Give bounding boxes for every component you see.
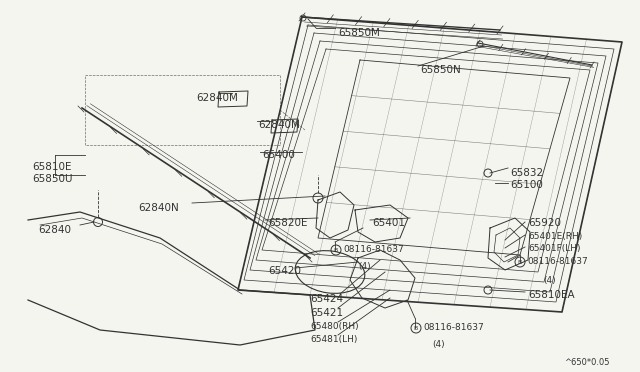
Text: 62840M: 62840M (196, 93, 238, 103)
Text: 65810E: 65810E (32, 162, 72, 172)
Text: 65850N: 65850N (420, 65, 461, 75)
Text: 65920: 65920 (528, 218, 561, 228)
Text: 65810EA: 65810EA (528, 290, 575, 300)
Text: 65100: 65100 (510, 180, 543, 190)
Text: 65401F(LH): 65401F(LH) (528, 244, 580, 253)
Text: 65820E: 65820E (268, 218, 307, 228)
Text: 65850M: 65850M (338, 28, 380, 38)
Text: 65480(RH): 65480(RH) (310, 322, 358, 331)
Text: 08116-81637: 08116-81637 (343, 246, 404, 254)
Text: (4): (4) (432, 340, 445, 349)
Text: 08116-81637: 08116-81637 (423, 324, 484, 333)
Text: 08116-81637: 08116-81637 (527, 257, 588, 266)
Text: B: B (414, 326, 418, 330)
Text: B: B (334, 247, 338, 253)
Text: 62840: 62840 (38, 225, 71, 235)
Text: 65420: 65420 (268, 266, 301, 276)
Text: B: B (518, 260, 522, 264)
Text: (4): (4) (358, 262, 371, 271)
Text: 62840N: 62840N (138, 203, 179, 213)
Text: 65401: 65401 (372, 218, 405, 228)
Text: (4): (4) (543, 276, 556, 285)
Text: 62840M: 62840M (258, 120, 300, 130)
Text: 65424: 65424 (310, 294, 343, 304)
Text: 65401E(RH): 65401E(RH) (528, 232, 582, 241)
Text: 65850U: 65850U (32, 174, 72, 184)
Text: 65832: 65832 (510, 168, 543, 178)
Text: 65421: 65421 (310, 308, 343, 318)
Text: 65400: 65400 (262, 150, 295, 160)
Text: ^650*0.05: ^650*0.05 (564, 358, 609, 367)
Text: 65481(LH): 65481(LH) (310, 335, 357, 344)
